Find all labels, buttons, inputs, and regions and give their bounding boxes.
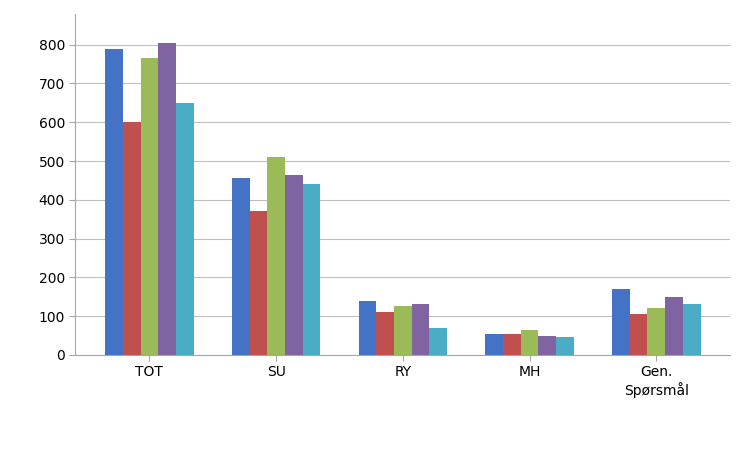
Bar: [394, 306, 412, 355]
Bar: [232, 178, 249, 355]
Bar: [556, 338, 574, 355]
Bar: [520, 330, 538, 355]
Bar: [141, 58, 158, 355]
Bar: [158, 43, 176, 355]
Bar: [176, 103, 194, 355]
Bar: [648, 308, 665, 355]
Bar: [665, 297, 683, 355]
Bar: [303, 184, 321, 355]
Bar: [538, 335, 556, 355]
Bar: [123, 122, 141, 355]
Bar: [485, 334, 503, 355]
Bar: [267, 157, 285, 355]
Bar: [249, 212, 267, 355]
Bar: [105, 49, 123, 355]
Bar: [429, 328, 447, 355]
Bar: [503, 334, 520, 355]
Bar: [376, 312, 394, 355]
Bar: [630, 314, 648, 355]
Bar: [285, 175, 303, 355]
Bar: [358, 301, 376, 355]
Bar: [612, 289, 630, 355]
Bar: [412, 304, 429, 355]
Bar: [683, 304, 700, 355]
